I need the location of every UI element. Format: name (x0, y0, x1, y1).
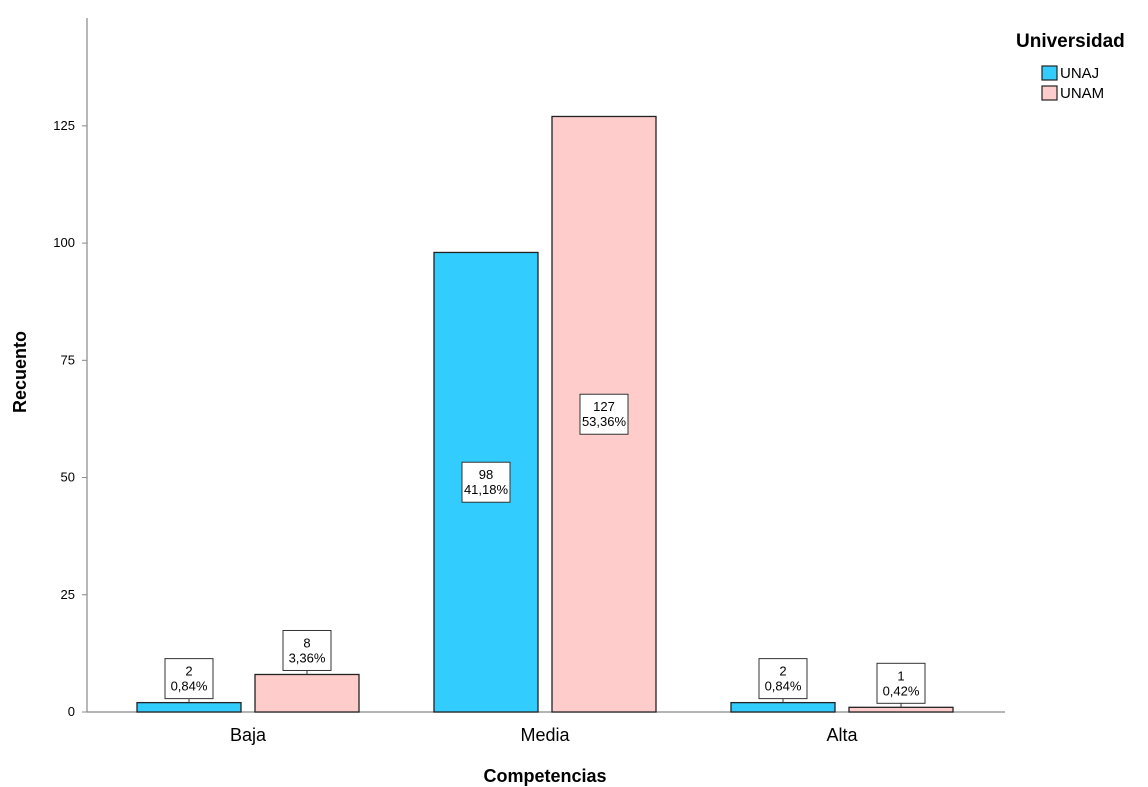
y-tick-label: 25 (61, 587, 75, 602)
y-tick-label: 75 (61, 352, 75, 367)
data-label-percent: 0,84% (765, 679, 802, 694)
y-axis-title: Recuento (10, 331, 30, 413)
legend-label-unam: UNAM (1060, 85, 1104, 102)
data-labels: 20,84%83,36%9841,18%12753,36%20,84%10,42… (164, 393, 926, 708)
data-label-percent: 53,36% (582, 414, 627, 429)
x-tick-label: Alta (826, 725, 858, 745)
bar-unam-alta (848, 706, 954, 713)
data-label-percent: 0,84% (171, 679, 208, 694)
legend-swatch-unam (1041, 85, 1058, 101)
y-tick-label: 100 (53, 235, 75, 250)
bar-unam-baja (254, 673, 360, 713)
legend-swatch-unaj (1041, 65, 1058, 81)
data-label-box (164, 658, 214, 700)
x-axis-title: Competencias (483, 766, 606, 786)
data-label: 10,42% (876, 662, 926, 708)
data-label-box (876, 662, 926, 704)
x-tick-label: Baja (230, 725, 267, 745)
legend: Universidad UNAJ UNAM (1016, 31, 1125, 102)
data-label-box (282, 629, 332, 671)
data-label-box (758, 658, 808, 700)
bars (136, 115, 954, 713)
data-label-count: 8 (303, 635, 310, 650)
data-label-percent: 41,18% (464, 482, 509, 497)
bar-unaj-baja (136, 701, 242, 713)
data-label-percent: 3,36% (289, 650, 326, 665)
data-label: 20,84% (164, 658, 214, 703)
data-label-box (461, 461, 511, 503)
data-label-count: 1 (897, 668, 904, 683)
y-tick-label: 50 (61, 470, 75, 485)
x-tick-label: Media (520, 725, 570, 745)
y-tick-label: 125 (53, 118, 75, 133)
data-label: 83,36% (282, 629, 332, 675)
data-label-percent: 0,42% (883, 683, 920, 698)
legend-label-unaj: UNAJ (1060, 65, 1099, 82)
legend-title: Universidad (1016, 31, 1125, 52)
data-label-count: 2 (779, 664, 786, 679)
y-tick-label: 0 (68, 704, 75, 719)
data-label-count: 127 (593, 399, 615, 414)
bar-unaj-alta (730, 701, 836, 713)
data-label-box (579, 393, 629, 435)
data-label-count: 98 (479, 467, 493, 482)
data-label-count: 2 (185, 664, 192, 679)
data-label: 20,84% (758, 658, 808, 703)
